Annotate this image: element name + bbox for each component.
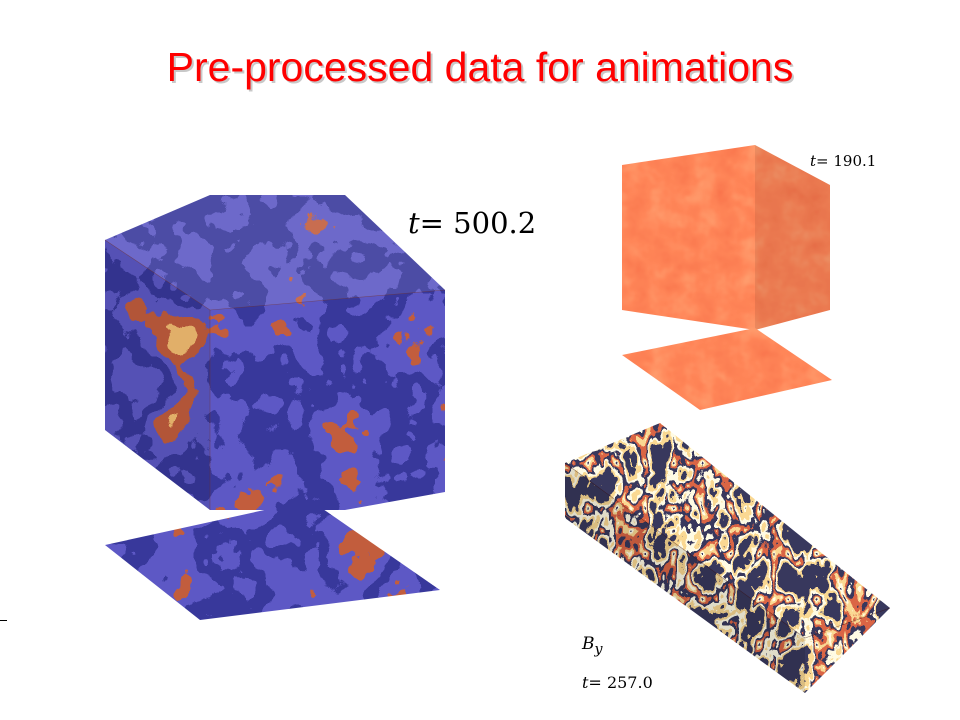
long-box-time-value: 257.0 — [606, 673, 653, 692]
top-cube-time-value: 190.1 — [833, 152, 877, 170]
long-box-render — [564, 423, 891, 693]
main-cube-time-value: 500.2 — [453, 206, 537, 240]
long-box-field-symbol: B — [582, 634, 595, 654]
main-cube-time-label: t= 500.2 — [408, 206, 536, 240]
long-box-time-label: t= 257.0 — [582, 673, 653, 692]
long-box-field-label: By — [582, 634, 603, 657]
top-cube-render — [622, 145, 832, 410]
main-cube-render — [104, 195, 446, 620]
main-cube-time-prefix: t= — [408, 206, 444, 240]
long-box-time-prefix: t= — [582, 673, 602, 692]
top-cube-time-prefix: t= — [810, 152, 829, 170]
top-cube-time-label: t= 190.1 — [810, 152, 876, 170]
long-box-field-subscript: y — [594, 641, 603, 658]
edge-tick-mark — [0, 620, 7, 621]
slide-title: Pre-processed data for animations — [166, 44, 794, 90]
